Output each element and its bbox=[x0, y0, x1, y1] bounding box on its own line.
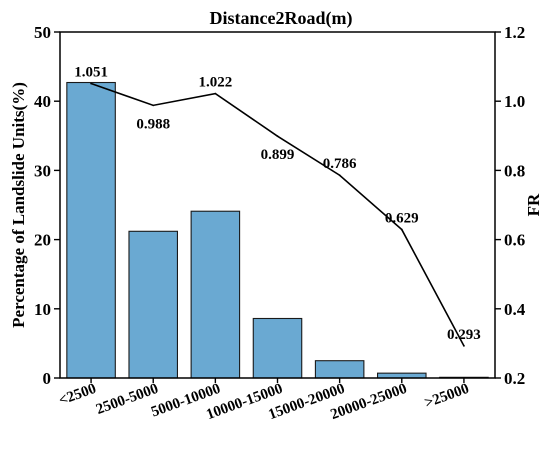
fr-value-label-6: 0.293 bbox=[447, 327, 481, 343]
fr-value-label-0: 1.051 bbox=[74, 65, 108, 81]
fr-point-2 bbox=[214, 92, 217, 95]
y2-tick-label-3: 0.8 bbox=[504, 161, 525, 180]
right-axis-ticks: 0.2 0.4 0.6 0.8 1.0 1.2 bbox=[495, 23, 526, 388]
y2-tick-label-1: 0.4 bbox=[504, 300, 526, 319]
fr-value-label-1: 0.988 bbox=[136, 116, 170, 132]
fr-value-label-5: 0.629 bbox=[385, 211, 419, 227]
fr-line bbox=[90, 82, 465, 347]
bar-3 bbox=[252, 317, 303, 379]
y-tick-label-5: 50 bbox=[34, 23, 51, 42]
y-tick-label-0: 0 bbox=[43, 369, 52, 388]
y2-tick-label-0: 0.2 bbox=[504, 369, 525, 388]
fr-point-5 bbox=[400, 228, 403, 231]
bar-4 bbox=[314, 360, 365, 379]
fr-value-label-3: 0.899 bbox=[261, 147, 295, 163]
y2-tick-label-5: 1.2 bbox=[504, 23, 525, 42]
bar-0 bbox=[66, 81, 116, 379]
fr-point-1 bbox=[152, 104, 155, 107]
fr-point-4 bbox=[338, 174, 341, 177]
bars bbox=[66, 81, 489, 379]
fr-point-0 bbox=[90, 82, 92, 85]
y-tick-label-4: 40 bbox=[34, 92, 51, 111]
fr-point-3 bbox=[276, 135, 279, 138]
y-tick-label-2: 20 bbox=[34, 231, 51, 250]
x-tick-label-6: >25000 bbox=[423, 381, 472, 412]
x-tick-label-0: <2500 bbox=[57, 381, 99, 409]
fr-value-label-2: 1.022 bbox=[198, 75, 232, 91]
chart-title: Distance2Road(m) bbox=[210, 8, 353, 29]
y-tick-label-1: 10 bbox=[34, 300, 51, 319]
bar-1 bbox=[128, 230, 179, 379]
y-tick-label-3: 30 bbox=[34, 161, 51, 180]
y2-tick-label-2: 0.6 bbox=[504, 231, 525, 250]
left-axis-ticks: 0 10 20 30 40 50 bbox=[34, 23, 60, 388]
fr-point-6 bbox=[463, 344, 465, 347]
y-axis-title: Percentage of Landslide Units(%) bbox=[9, 82, 28, 328]
fr-labels: 1.051 0.988 1.022 0.899 0.786 0.629 0.293 bbox=[74, 65, 481, 343]
x-axis-ticks: <25002500-50005000-1000010000-1500015000… bbox=[57, 378, 472, 423]
fr-value-label-4: 0.786 bbox=[323, 156, 357, 172]
bar-2 bbox=[190, 210, 241, 379]
y2-tick-label-4: 1.0 bbox=[504, 92, 525, 111]
y2-axis-title: FR bbox=[524, 193, 543, 216]
